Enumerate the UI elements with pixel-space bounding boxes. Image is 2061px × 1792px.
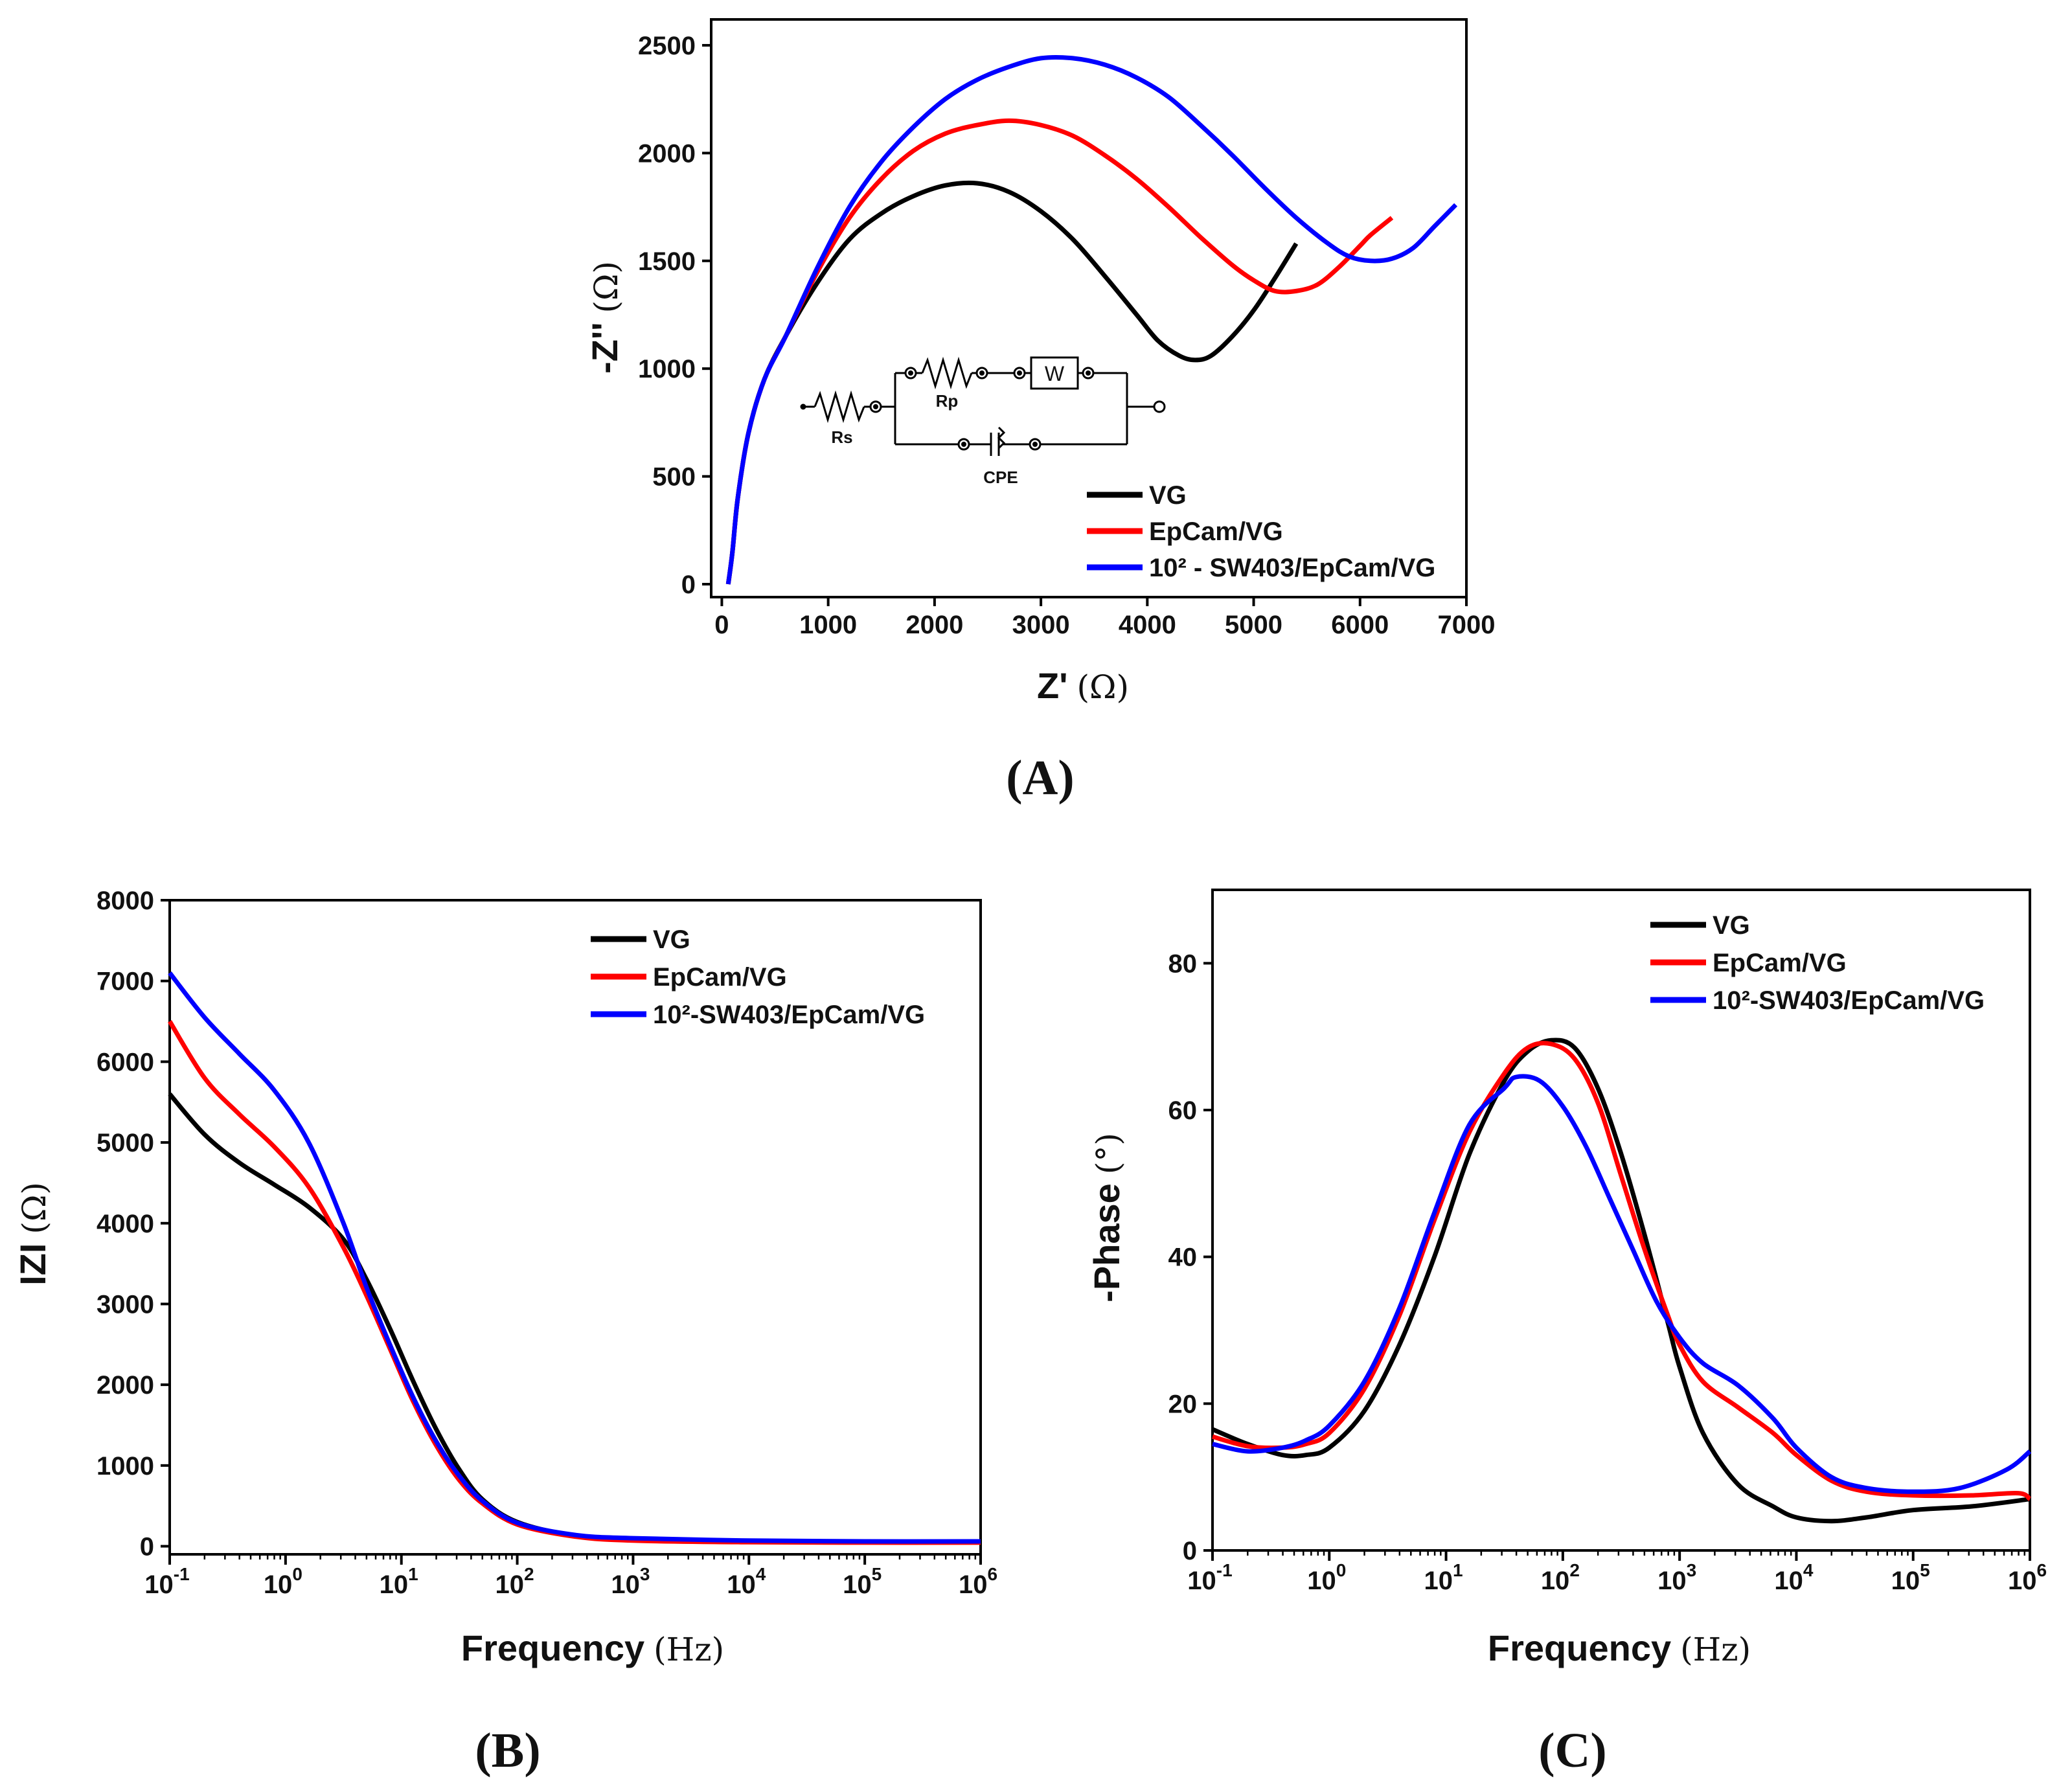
chart-a-x-tick-label: 1000 [799, 611, 857, 639]
panel-b-label: (B) [475, 1723, 540, 1778]
chart-a-legend-label-2: 10² - SW403/EpCam/VG [1149, 554, 1435, 582]
chart-a-series-line-1 [725, 118, 1394, 585]
chart-c-x-tick-label: 104 [1774, 1560, 1814, 1595]
circuit-node [908, 370, 913, 376]
cpe-symbol [997, 426, 1006, 449]
chart-b-y-tick-label: 1000 [97, 1452, 154, 1480]
chart-a: 0 1000 2000 3000 4000 5000 6000 7000 0 500 1000 150… [584, 18, 1496, 805]
chart-c-x-tick-label: 105 [1891, 1560, 1930, 1595]
chart-b-x-tick-label: 100 [264, 1564, 302, 1599]
chart-c-y-tick-label: 20 [1168, 1390, 1198, 1418]
chart-a-legend-label-0: VG [1149, 481, 1187, 510]
chart-c-y-tick-label: 40 [1168, 1243, 1198, 1272]
chart-b-y-title: IZI(Ω) [12, 1182, 53, 1286]
chart-c-x-tick-label: 100 [1307, 1560, 1346, 1595]
chart-a-x-tick-label: 6000 [1331, 611, 1389, 639]
chart-a-x-tick-label: 2000 [905, 611, 963, 639]
chart-c-series-line-1 [1212, 1041, 2032, 1501]
chart-b-x-tick-label: 10-1 [144, 1564, 189, 1599]
chart-b-series-line-2 [168, 971, 981, 1544]
resistor-rp-symbol [921, 356, 973, 390]
resistor-rs-symbol [814, 390, 865, 424]
chart-b-x-tick-label: 103 [611, 1564, 650, 1599]
chart-a-series-line-2 [725, 54, 1458, 585]
circuit-label-rs: Rs [831, 427, 852, 447]
chart-b-y-tick-label: 0 [140, 1533, 154, 1561]
circuit-node [961, 442, 966, 447]
chart-b-plot-frame [168, 899, 982, 1556]
chart-c-x-tick-label: 103 [1657, 1560, 1696, 1595]
chart-c-plot-frame [1211, 889, 2031, 1552]
chart-c-y-tick-label: 0 [1183, 1537, 1197, 1565]
chart-a-y-tick-label: 2000 [638, 139, 696, 168]
chart-a-x-tick-label: 5000 [1225, 611, 1282, 639]
chart-b-x-tick-label: 101 [380, 1564, 418, 1599]
chart-a-legend-label-1: EpCam/VG [1149, 517, 1283, 546]
chart-c-y-title: -Phase(°) [1086, 1133, 1127, 1302]
circuit-label-w: W [1045, 362, 1065, 385]
circuit-node [1032, 442, 1038, 447]
chart-b-legend-label-2: 10²-SW403/EpCam/VG [653, 1001, 925, 1029]
circuit-node [979, 370, 985, 376]
chart-c-x-tick-label: 106 [2008, 1560, 2047, 1595]
chart-c-legend-label-2: 10²-SW403/EpCam/VG [1713, 986, 1985, 1015]
chart-c-legend-label-1: EpCam/VG [1713, 949, 1847, 977]
chart-b-y-tick-label: 2000 [97, 1371, 154, 1400]
chart-a-y-tick-label: 500 [652, 463, 696, 492]
chart-b-x-tick-label: 104 [727, 1564, 766, 1599]
circuit-node [873, 404, 878, 409]
circuit-terminal-right [1153, 400, 1166, 413]
chart-a-x-tick-label: 4000 [1119, 611, 1176, 639]
circuit-diagram [800, 356, 1166, 456]
chart-c-y-tick-label: 80 [1168, 949, 1198, 978]
chart-c-x-tick-label: 102 [1541, 1560, 1580, 1595]
chart-b-x-title: Frequency (Hz) [461, 1628, 724, 1668]
chart-c-series-line-0 [1211, 1038, 2031, 1524]
panel-a-label: (A) [1006, 751, 1075, 805]
chart-b-series-line-1 [168, 1020, 981, 1545]
chart-a-y-tick-label: 1500 [638, 247, 696, 276]
chart-a-y-tick-label: 1000 [638, 355, 696, 383]
chart-b-y-tick-label: 5000 [97, 1129, 154, 1157]
circuit-node [1017, 370, 1022, 376]
chart-b-x-tick-label: 106 [959, 1564, 997, 1599]
chart-c-legend-label-0: VG [1713, 911, 1750, 940]
chart-b-legend: VG EpCam/VG 10²-SW403/EpCam/VG [591, 925, 925, 1029]
chart-b-legend-label-1: EpCam/VG [653, 963, 787, 992]
chart-a-x-tick-label: 3000 [1012, 611, 1070, 639]
chart-c-legend: VG EpCam/VG 10²-SW403/EpCam/VG [1650, 911, 1985, 1015]
chart-c-x-tick-label: 101 [1424, 1560, 1463, 1595]
chart-b-y-tick-label: 3000 [97, 1290, 154, 1319]
chart-c-series-line-2 [1212, 1074, 2032, 1494]
chart-a-y-title: -Z''(Ω) [584, 261, 625, 374]
circuit-node [1086, 370, 1091, 376]
chart-b-y-tick-label: 7000 [97, 968, 154, 996]
chart-b-y-tick-label: 8000 [97, 887, 154, 915]
chart-b-y-tick-label: 6000 [97, 1048, 154, 1076]
chart-c-y-tick-label: 60 [1168, 1096, 1198, 1125]
chart-b-x-tick-label: 102 [495, 1564, 534, 1599]
chart-b: 10-1 100 101 102 103 104 105 106 0 1000 2000 3000 40… [12, 887, 997, 1778]
chart-b-y-tick-label: 4000 [97, 1210, 154, 1238]
chart-a-y-tick-label: 0 [681, 571, 696, 599]
chart-a-x-tick-label: 7000 [1438, 611, 1496, 639]
chart-a-x-tick-label: 0 [714, 611, 729, 639]
chart-c: 10-1 100 101 102 103 104 105 106 0 20 40 60 80 -Phas… [1086, 889, 2047, 1778]
chart-a-legend: VG EpCam/VG 10² - SW403/EpCam/VG [1087, 481, 1435, 582]
chart-a-x-title: Z' (Ω) [1037, 665, 1129, 706]
chart-a-y-tick-label: 2500 [638, 32, 696, 60]
chart-c-x-title: Frequency (Hz) [1488, 1628, 1751, 1668]
chart-b-x-tick-label: 105 [843, 1564, 882, 1599]
circuit-terminal-left [800, 403, 806, 410]
panel-c-label: (C) [1538, 1723, 1607, 1778]
circuit-label-cpe: CPE [983, 468, 1018, 487]
chart-a-plot-frame [710, 18, 1468, 598]
chart-c-x-tick-label: 10-1 [1187, 1560, 1232, 1595]
chart-b-legend-label-0: VG [653, 925, 690, 954]
circuit-label-rp: Rp [936, 391, 959, 411]
chart-b-series-line-0 [168, 1093, 981, 1545]
